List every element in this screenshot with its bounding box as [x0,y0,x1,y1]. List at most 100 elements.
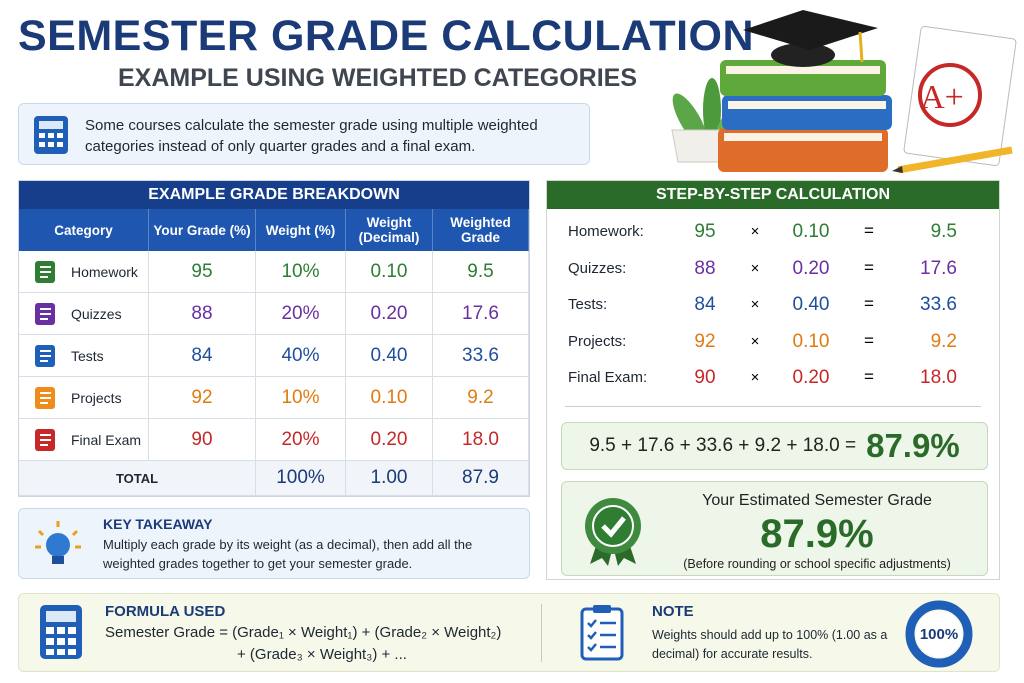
step-label: Final Exam: [568,369,648,386]
bulb-icon [35,521,81,564]
intro-text: Some courses calculate the semester grad… [85,117,538,155]
value-cell: 0.10 [346,377,433,419]
step-grade: 92 [694,330,716,352]
notepad-grade: A+ [920,79,964,116]
takeaway-box: KEY TAKEAWAY Multiply each grade by its … [18,508,530,579]
badge-icon [585,498,641,566]
category-icon [35,387,55,409]
step-weight: 0.40 [792,294,830,315]
category-cell: Final Exam [19,419,149,461]
value-cell: 88 [149,293,256,335]
calculator-icon [34,116,68,154]
category-icon [35,261,55,283]
column-header: Your Grade (%) [149,209,256,251]
total-cell: 87.9 [433,461,529,496]
table-title: EXAMPLE GRADE BREAKDOWN [19,181,529,209]
steps-panel: STEP-BY-STEP CALCULATION 9.5 + 17.6 + 33… [546,180,1000,580]
value-cell: 40% [256,335,346,377]
step-times: × [750,259,760,277]
step-times: × [750,332,760,350]
clipboard-icon [580,605,624,661]
step-equals: = [864,257,874,277]
divider [541,604,542,662]
result-value: 87.9% [760,512,874,556]
takeaway-title: KEY TAKEAWAY [103,516,213,532]
value-cell: 9.2 [433,377,529,419]
category-icon [35,345,55,367]
value-cell: 17.6 [433,293,529,335]
step-result: 17.6 [920,257,957,279]
step-label: Homework: [568,223,644,240]
result-label: Your Estimated Semester Grade [702,492,932,509]
total-cell: 1.00 [346,461,433,496]
step-weight: 0.10 [792,221,830,242]
sum-box: 9.5 + 17.6 + 33.6 + 9.2 + 18.0 = 87.9% [561,422,988,470]
step-times: × [750,223,760,240]
formula-line: + (Grade₃ × Weight₃) + ... [237,646,407,663]
category-cell: Projects [19,377,149,419]
value-cell: 0.40 [346,335,433,377]
step-label: Tests: [568,296,608,313]
title: SEMESTER GRADE CALCULATION [18,12,755,60]
step-grade: 84 [694,294,716,315]
step-result: 9.5 [930,221,957,242]
formula-title: FORMULA USED [105,603,226,620]
value-cell: 33.6 [433,335,529,377]
value-cell: 10% [256,251,346,293]
value-cell: 20% [256,293,346,335]
value-cell: 95 [149,251,256,293]
value-cell: 0.20 [346,419,433,461]
column-header: Weighted Grade [433,209,529,251]
illustration: A+ [671,10,1017,174]
table-header: Category Your Grade (%) Weight (%) Weight (… [19,209,529,251]
value-cell: 84 [149,335,256,377]
value-cell: 92 [149,377,256,419]
value-cell: 90 [149,419,256,461]
formula-line: Semester Grade = (Grade₁ × Weight₁) + (G… [105,624,502,641]
step-grade: 88 [694,257,716,279]
category-cell: Quizzes [19,293,149,335]
value-cell: 0.10 [346,251,433,293]
total-cell: TOTAL [19,461,256,496]
note-text: Weights should add up to 100% (1.00 as a… [652,628,888,661]
category-icon [35,303,55,325]
category-cell: Homework [19,251,149,293]
sum-result: 87.9% [866,427,960,464]
subtitle: EXAMPLE USING WEIGHTED CATEGORIES [118,64,638,92]
value-cell: 10% [256,377,346,419]
footer-box: FORMULA USED Semester Grade = (Grade₁ × … [18,593,1000,672]
step-label: Quizzes: [568,259,627,277]
grade-table: EXAMPLE GRADE BREAKDOWN Category Your Gra… [18,180,530,497]
badge-text: 100% [920,626,958,643]
badge-ring: 100% [905,600,973,668]
value-cell: 9.5 [433,251,529,293]
category-cell: Tests [19,335,149,377]
value-cell: 18.0 [433,419,529,461]
step-equals: = [864,330,874,350]
column-header: Weight (%) [256,209,346,251]
step-label: Projects: [568,332,627,350]
step-times: × [750,369,760,386]
calculator-icon [40,605,82,659]
column-header: Category [19,209,149,251]
step-result: 33.6 [920,294,957,315]
step-equals: = [864,294,874,313]
step-equals: = [864,367,874,386]
step-grade: 90 [694,367,716,388]
step-weight: 0.20 [792,257,830,279]
divider [565,406,981,407]
step-times: × [750,296,760,313]
takeaway-text: Multiply each grade by its weight (as a … [103,537,473,571]
column-header: Weight (Decimal) [346,209,433,251]
result-box: Your Estimated Semester Grade 87.9% (Bef… [561,481,988,576]
steps-title: STEP-BY-STEP CALCULATION [547,181,999,209]
total-cell: 100% [256,461,346,496]
step-weight: 0.20 [792,367,830,388]
value-cell: 0.20 [346,293,433,335]
note-title: NOTE [652,603,694,620]
step-result: 18.0 [920,367,957,388]
sum-expression: 9.5 + 17.6 + 33.6 + 9.2 + 18.0 = [589,435,857,456]
step-result: 9.2 [930,330,957,352]
step-grade: 95 [694,221,716,242]
